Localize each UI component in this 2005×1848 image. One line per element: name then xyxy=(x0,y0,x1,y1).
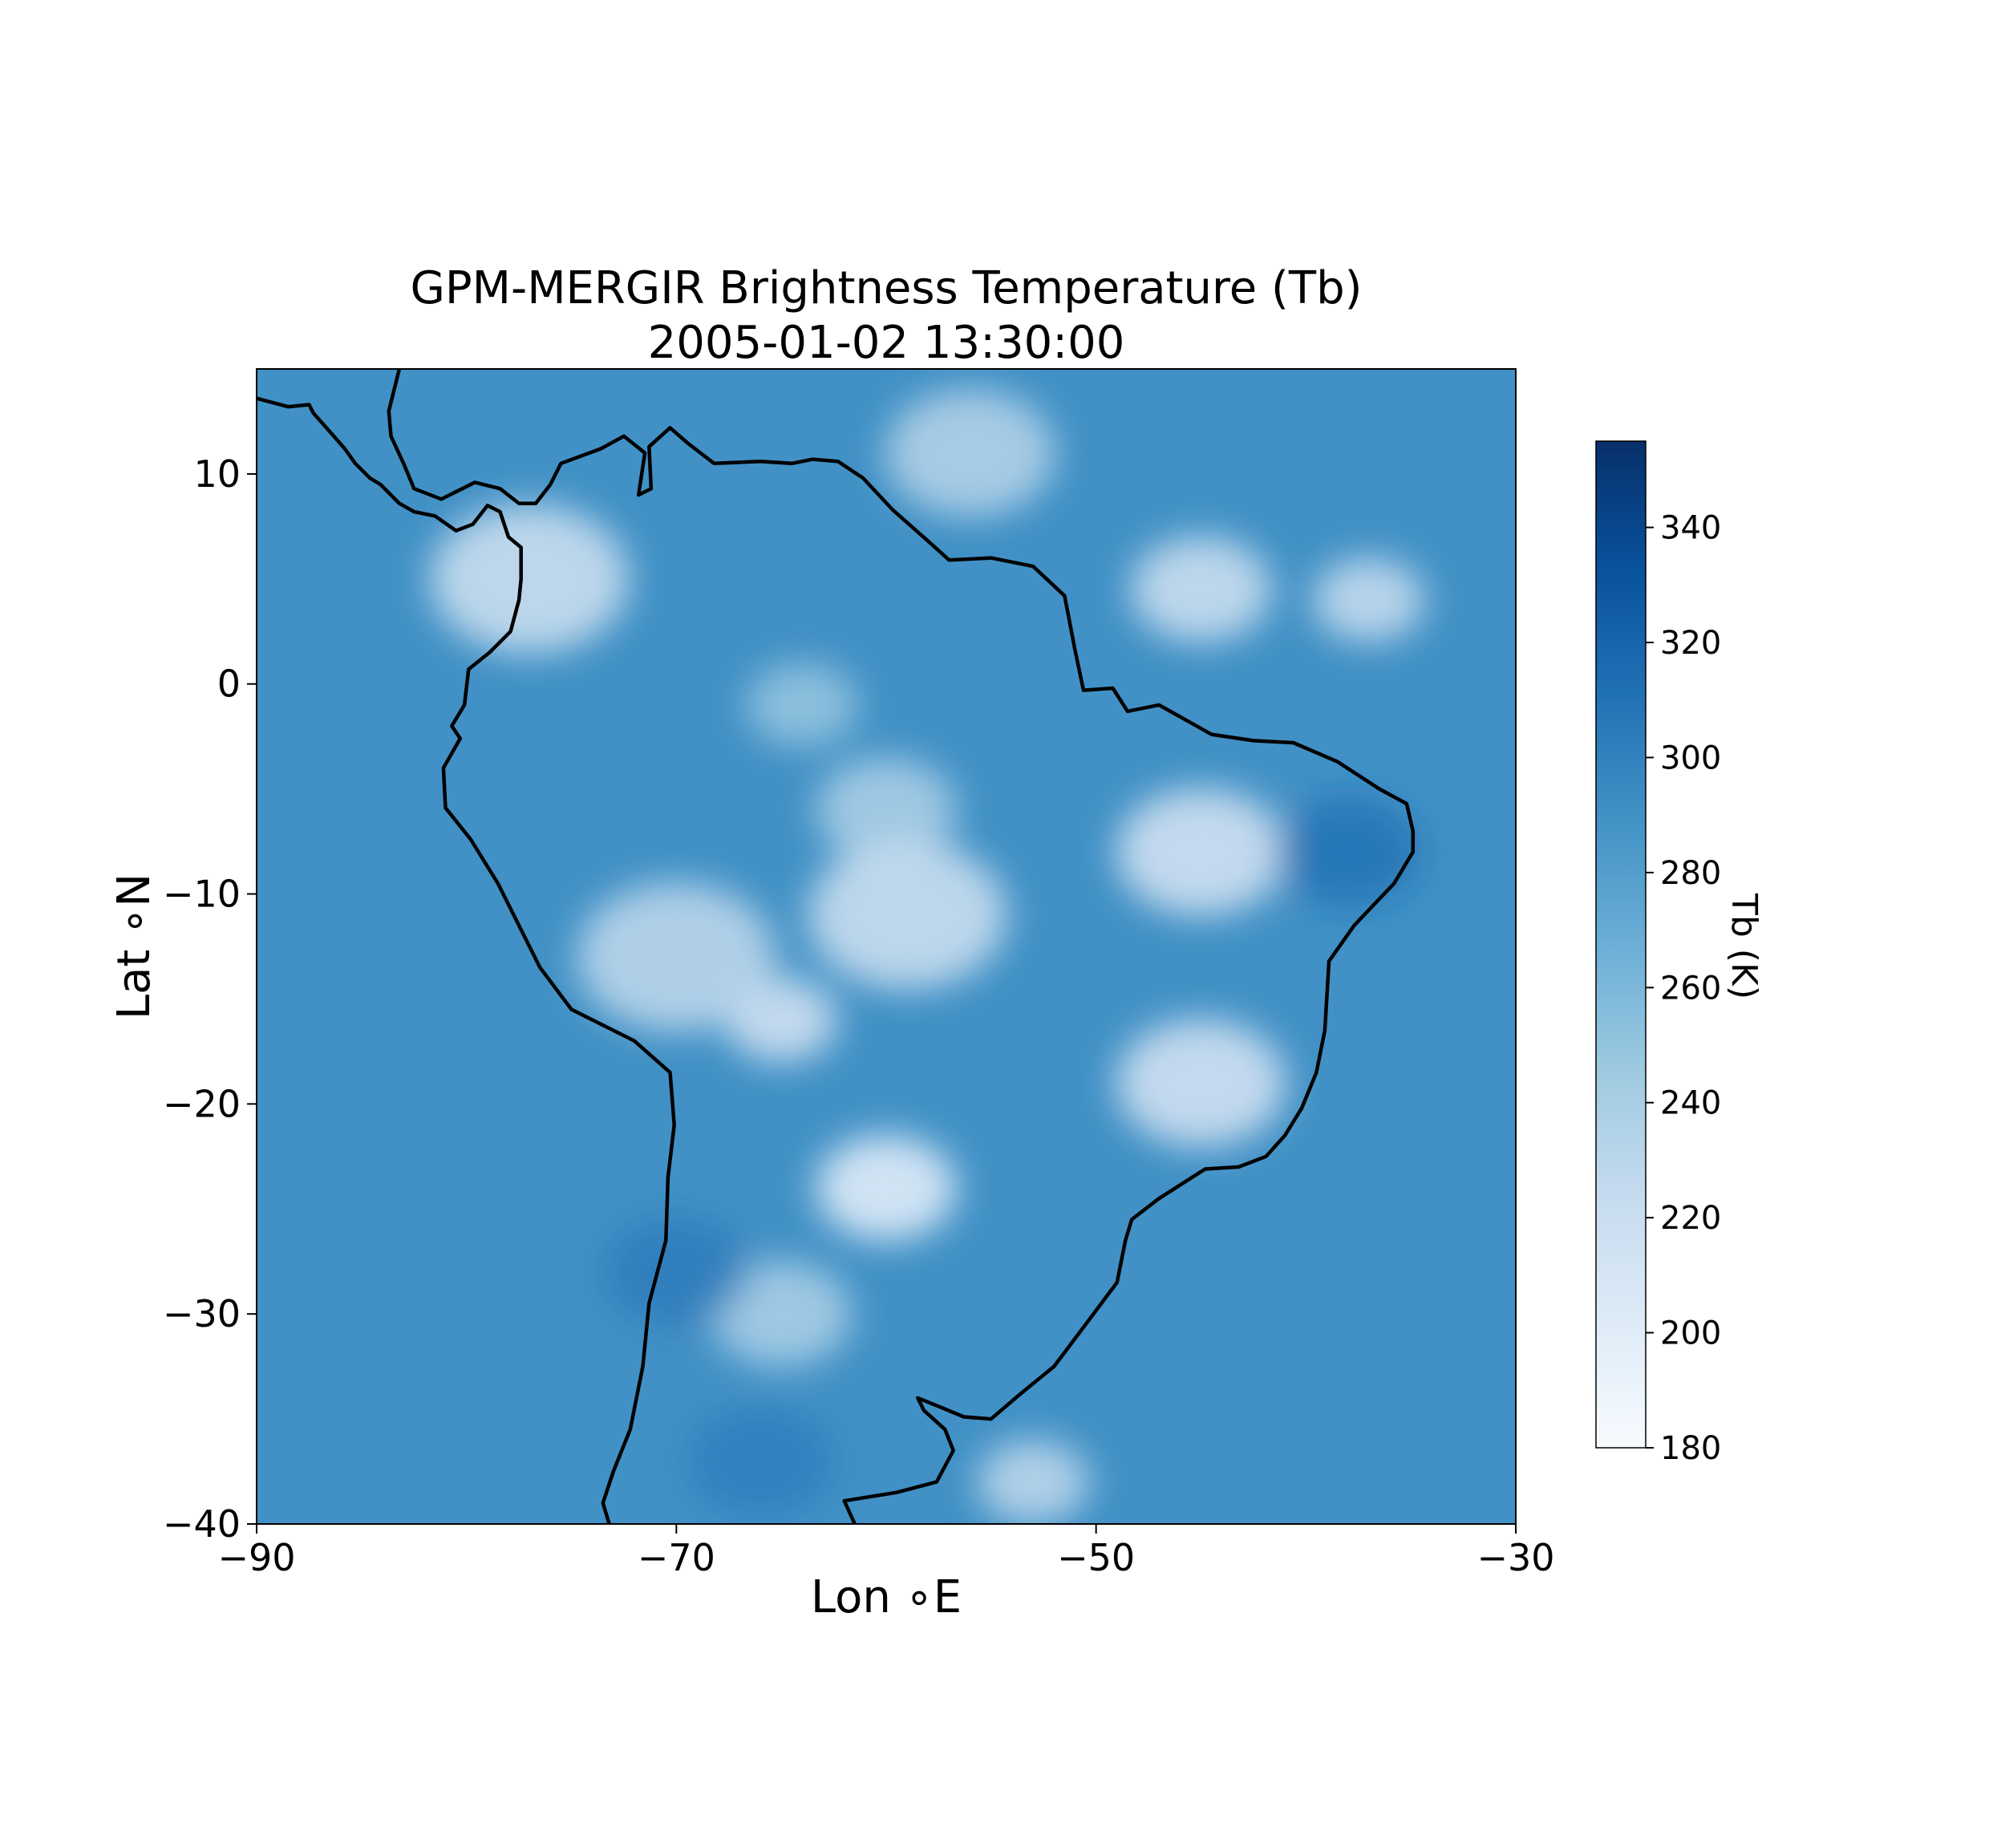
y-tick-label: 10 xyxy=(193,452,241,496)
colorbar-tick-label: 200 xyxy=(1660,1315,1721,1352)
cloud-patch xyxy=(746,663,859,748)
cloud-patch xyxy=(1116,1019,1286,1147)
x-axis-label: Lon ∘E xyxy=(811,1571,962,1623)
colorbar-label: Tb (K) xyxy=(1723,893,1764,999)
x-tick-label: −70 xyxy=(638,1536,715,1579)
cloud-patch xyxy=(885,389,1055,517)
cloud-patch xyxy=(816,1135,957,1242)
map-frame xyxy=(256,368,1517,1525)
colorbar-tick-label: 220 xyxy=(1660,1200,1721,1237)
cloud-patch xyxy=(577,882,776,1032)
y-tick-label: −40 xyxy=(163,1502,241,1546)
chart-title-line1: GPM-MERGIR Brightness Temperature (Tb) xyxy=(411,262,1363,314)
y-axis-label: Lat ∘N xyxy=(108,873,160,1019)
y-tick-label: 0 xyxy=(217,663,241,706)
cloud-patch xyxy=(977,1440,1090,1524)
cloud-patch xyxy=(1312,557,1425,642)
y-tick-label: −30 xyxy=(163,1292,241,1335)
x-tick-label: −50 xyxy=(1057,1536,1135,1579)
y-tick-label: −20 xyxy=(163,1082,241,1125)
x-tick-label: −30 xyxy=(1476,1536,1554,1579)
warm-patch xyxy=(604,1218,749,1327)
cloud-patch xyxy=(430,504,630,654)
y-axis-ticks: −40 −30 −20 −10 0 10 xyxy=(163,452,257,1546)
colorbar-tick-label: 340 xyxy=(1660,510,1721,547)
colorbar-tick-label: 240 xyxy=(1660,1085,1721,1122)
tb-field-features xyxy=(430,389,1425,1524)
cloud-patch xyxy=(711,1261,853,1368)
y-tick-label: −10 xyxy=(163,873,241,916)
x-tick-label: −90 xyxy=(217,1536,295,1579)
colorbar-tick-label: 300 xyxy=(1660,740,1721,776)
colorbar xyxy=(1595,440,1647,1449)
cloud-patch xyxy=(1130,536,1272,642)
colorbar-tick-label: 180 xyxy=(1660,1430,1721,1467)
colorbar-tick-label: 280 xyxy=(1660,855,1721,892)
chart-title-line2: 2005-01-02 13:30:00 xyxy=(648,317,1125,369)
colorbar-tick-label: 260 xyxy=(1660,970,1721,1007)
coastline-west xyxy=(257,396,676,1524)
cloud-patch xyxy=(808,840,1007,990)
colorbar-ticks: 180 200 220 240 260 280 300 320 340 xyxy=(1646,510,1721,1467)
colorbar-tick-label: 320 xyxy=(1660,625,1721,662)
cloud-patch xyxy=(816,756,957,863)
warm-patch xyxy=(1275,797,1420,906)
coastline-east xyxy=(387,369,1416,1524)
x-axis-ticks: −90 −70 −50 −30 xyxy=(217,1524,1555,1579)
map-plot-area xyxy=(257,369,1516,1524)
cloud-patch xyxy=(1116,788,1286,916)
warm-patch xyxy=(688,1406,832,1515)
